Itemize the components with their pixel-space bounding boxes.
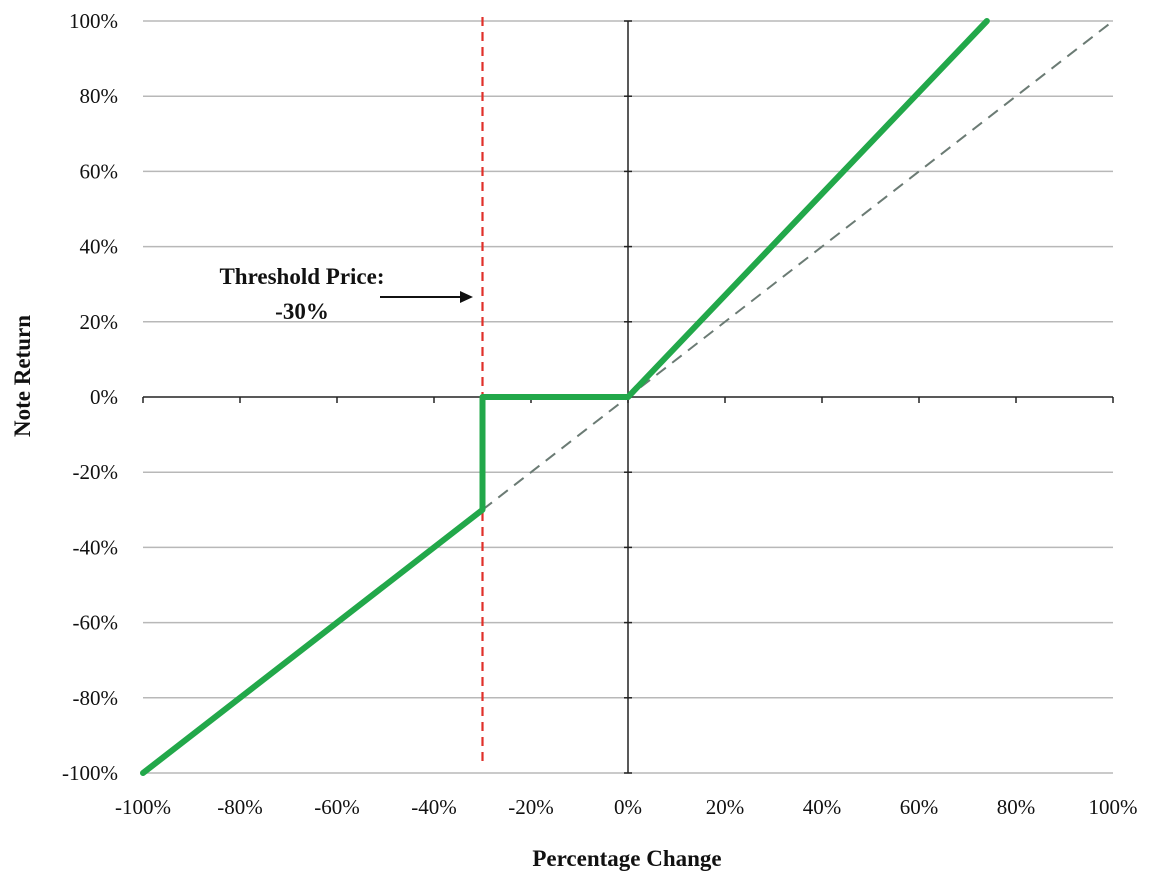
x-tick-label: -60% (314, 795, 360, 819)
annotation-line-1: Threshold Price: (219, 264, 384, 289)
annotation-line-2: -30% (275, 299, 329, 324)
y-tick-label: 20% (80, 310, 119, 334)
y-tick-label: 60% (80, 159, 119, 183)
y-tick-label: -40% (73, 535, 119, 559)
annotation-arrowhead (460, 291, 473, 303)
x-tick-label: -20% (508, 795, 554, 819)
y-tick-label: 40% (80, 235, 119, 259)
x-tick-label: 20% (706, 795, 745, 819)
threshold-annotation: Threshold Price: -30% (219, 264, 473, 324)
x-tick-label: 80% (997, 795, 1036, 819)
x-tick-label: -100% (115, 795, 171, 819)
y-tick-label: 0% (90, 385, 118, 409)
x-tick-label: -40% (411, 795, 457, 819)
note-return-line (140, 18, 990, 776)
x-tick-label: 100% (1089, 795, 1138, 819)
x-tick-label: -80% (217, 795, 263, 819)
y-tick-label: -20% (73, 460, 119, 484)
reference-dashed-line (481, 20, 1114, 511)
x-tick-label: 0% (614, 795, 642, 819)
y-tick-label: -80% (73, 686, 119, 710)
series-layer (140, 17, 1114, 776)
y-tick-label: -60% (73, 611, 119, 635)
x-tick-label: 40% (803, 795, 842, 819)
x-axis-title: Percentage Change (532, 846, 721, 871)
y-tick-label: 100% (69, 9, 118, 33)
tick-labels: 100% 80% 60% 40% 20% 0% -20% -40% -60% -80% -100% -… (62, 9, 1138, 819)
y-tick-label: 80% (80, 84, 119, 108)
y-tick-label: -100% (62, 761, 118, 785)
x-tick-label: 60% (900, 795, 939, 819)
y-axis-title: Note Return (10, 315, 35, 437)
